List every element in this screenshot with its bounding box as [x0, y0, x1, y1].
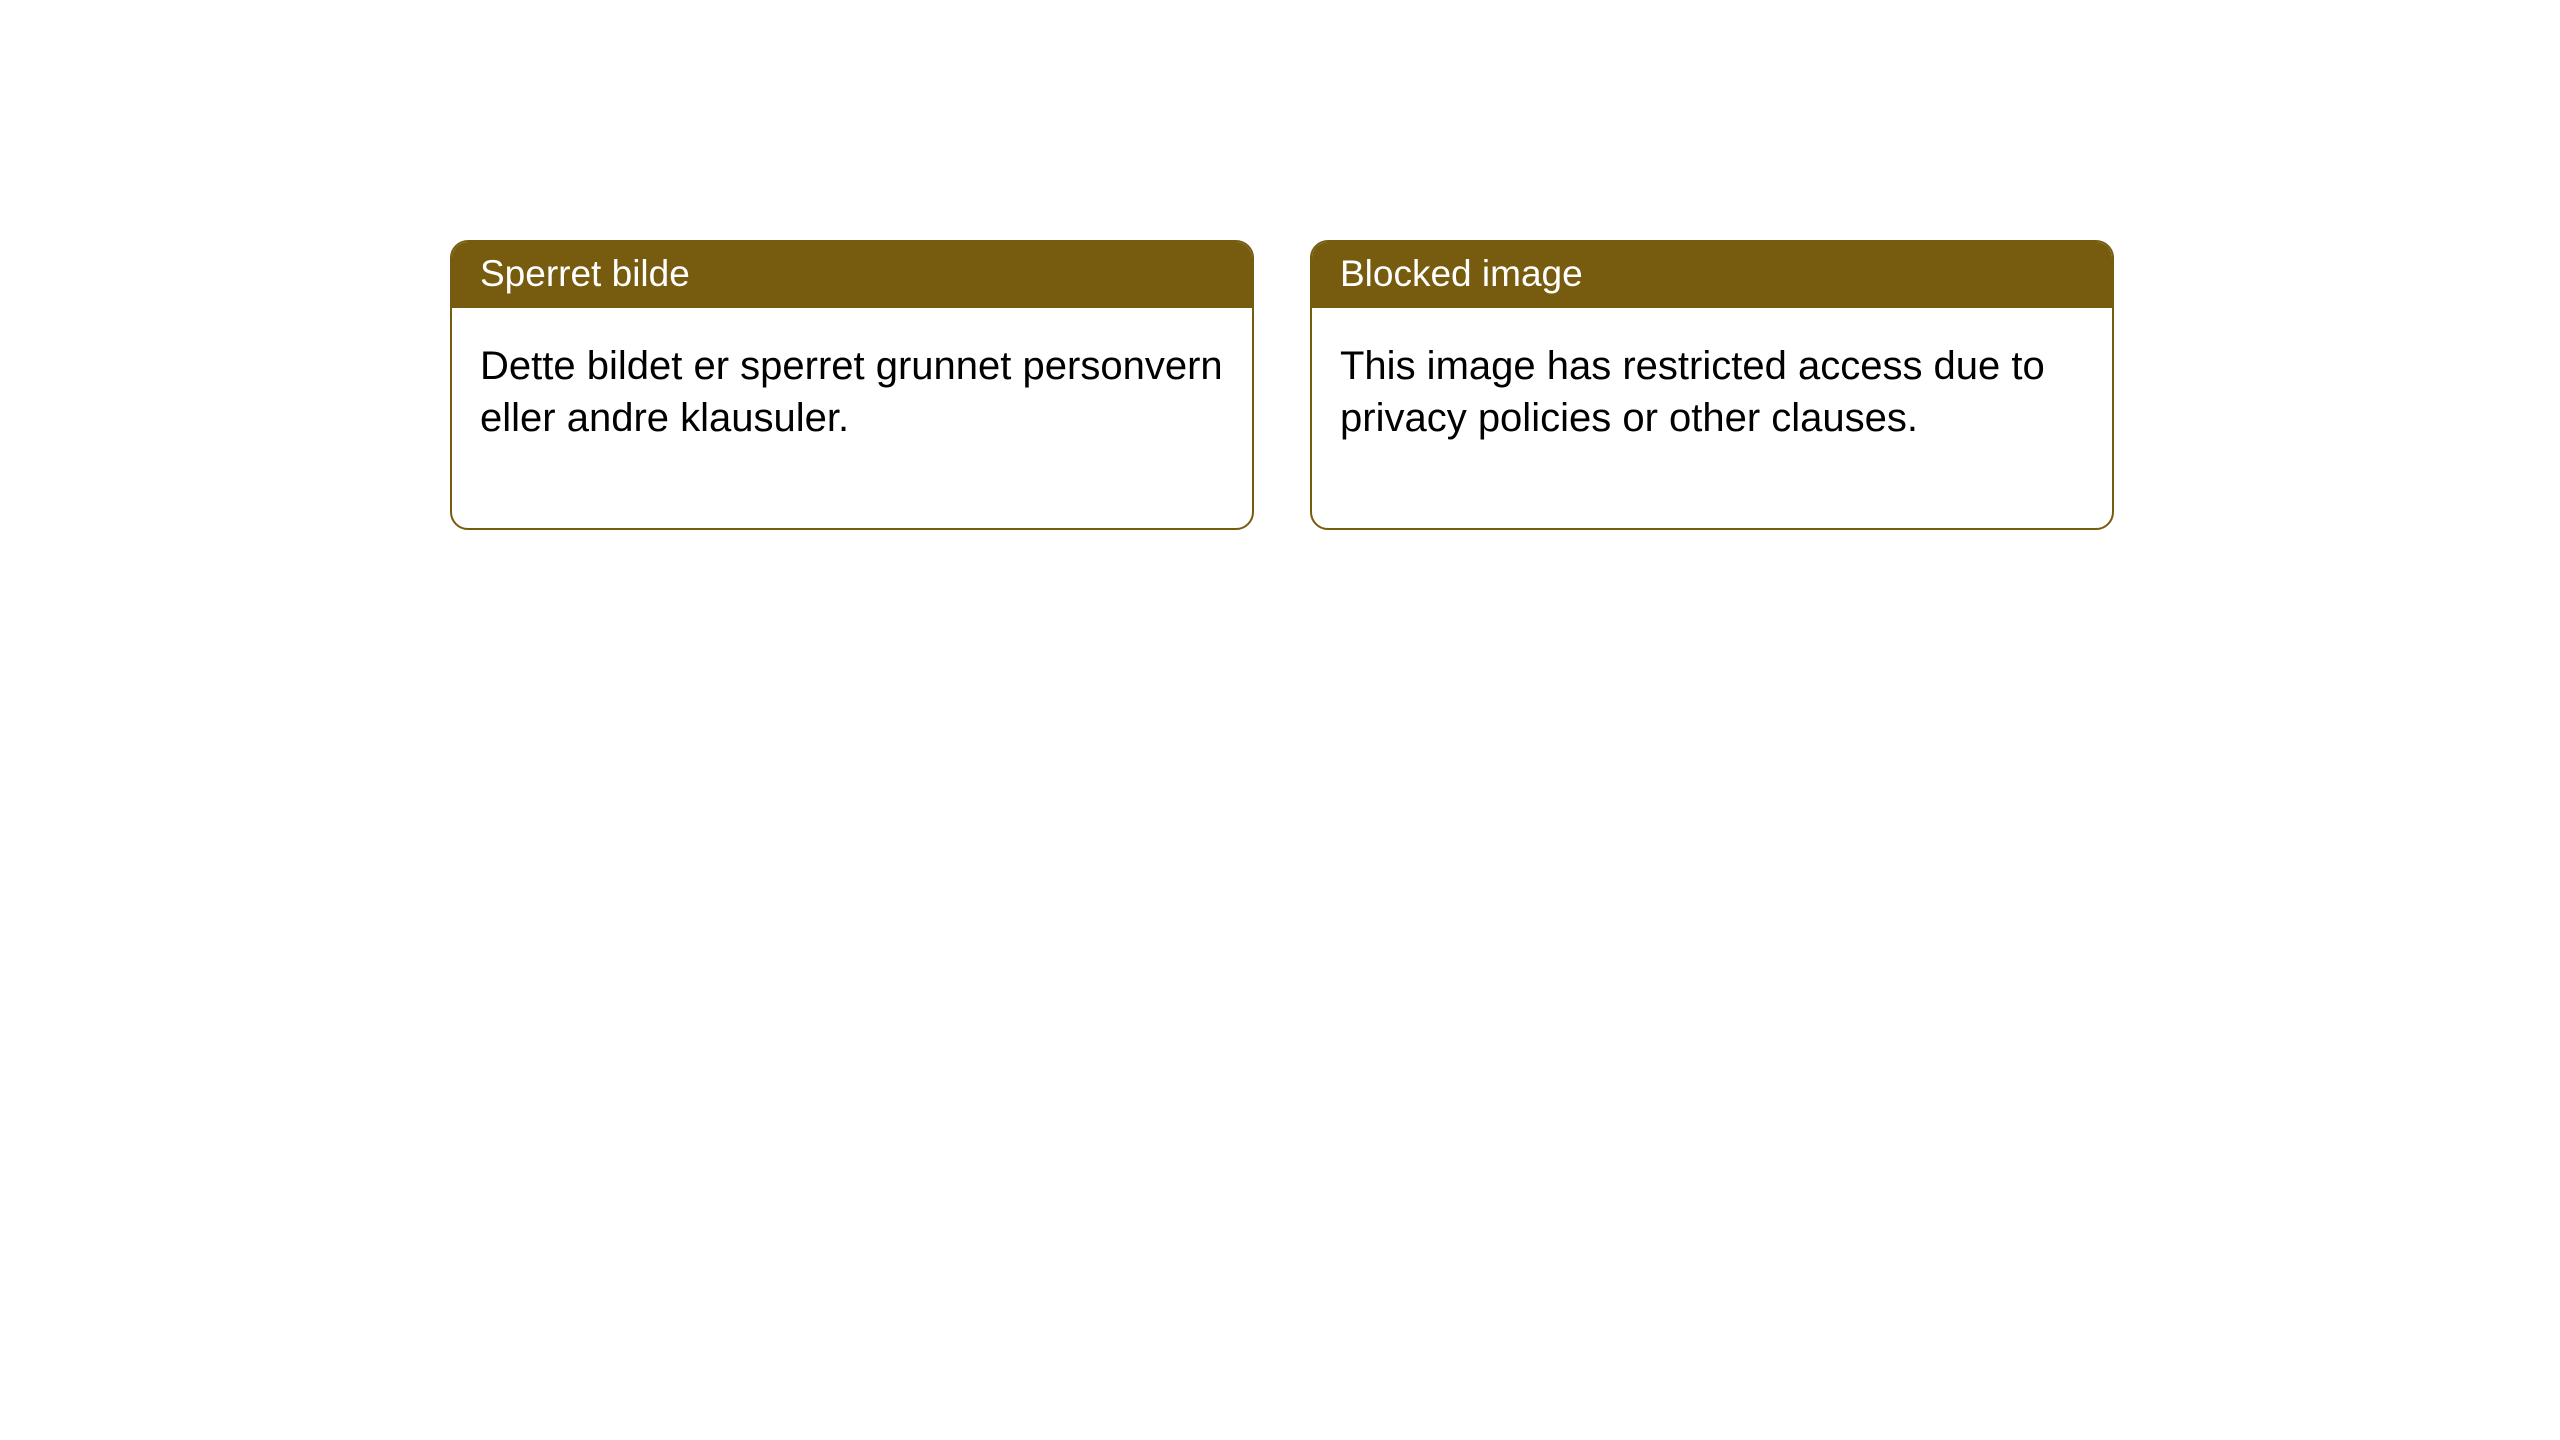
notice-card-norwegian: Sperret bilde Dette bildet er sperret gr… — [450, 240, 1254, 530]
notice-container: Sperret bilde Dette bildet er sperret gr… — [0, 0, 2560, 530]
notice-card-header: Sperret bilde — [452, 242, 1252, 308]
notice-card-header: Blocked image — [1312, 242, 2112, 308]
notice-card-body: This image has restricted access due to … — [1312, 308, 2112, 528]
notice-card-body: Dette bildet er sperret grunnet personve… — [452, 308, 1252, 528]
notice-card-english: Blocked image This image has restricted … — [1310, 240, 2114, 530]
